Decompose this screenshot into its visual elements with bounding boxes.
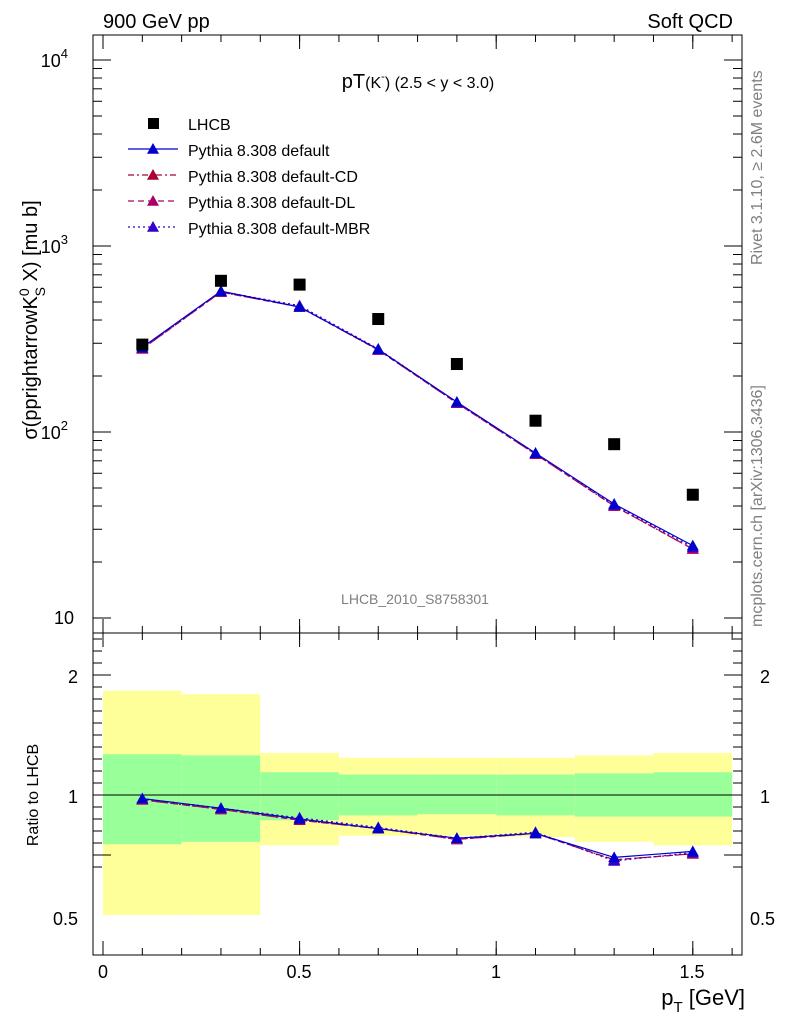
ratio-ticks <box>93 633 742 955</box>
ratio-panel: Ratio to LHCB 0.5 1 2 0.5 1 2 0 0.5 1 1.… <box>25 632 775 1016</box>
main-marker-data <box>608 438 621 451</box>
header-left: 900 GeV pp <box>103 11 210 33</box>
main-marker-default <box>529 447 542 458</box>
ratio-marker-default <box>608 851 621 863</box>
main-ytick-label-10000: 104 <box>41 46 68 71</box>
main-marker-default <box>686 539 699 551</box>
ratio-marker-default <box>214 802 227 813</box>
xtick-label-1.5: 1.5 <box>679 962 704 982</box>
legend-label-cd: Pythia 8.308 default-CD <box>188 169 358 186</box>
main-ylabel: σ(pprightarrowK0S X) [mu b] <box>16 200 48 439</box>
main-ytick-label-10: 10 <box>54 608 74 628</box>
ratio-ytick-labels-left: 0.5 1 2 <box>53 667 78 929</box>
main-marker-data <box>686 488 699 501</box>
analysis-watermark: LHCB_2010_S8758301 <box>341 591 489 607</box>
xtick-label-0: 0 <box>98 962 108 982</box>
ratio-ytick-label-right-0.5: 0.5 <box>750 909 775 929</box>
main-marker-data <box>372 313 385 326</box>
rivet-label: Rivet 3.1.10, ≥ 2.6M events <box>749 70 766 265</box>
main-line-default <box>141 290 694 547</box>
legend-marker-cd <box>147 169 159 180</box>
legend-marker-dl <box>147 195 159 206</box>
ratio-band-inner <box>653 772 733 817</box>
ratio-band-inner <box>417 774 497 815</box>
ratio-ytick-label-0.5: 0.5 <box>53 909 78 929</box>
ratio-band-inner <box>181 755 261 842</box>
xtick-label-1: 1 <box>491 962 501 982</box>
legend-marker-default <box>147 143 159 154</box>
legend: LHCB Pythia 8.308 default Pythia 8.308 d… <box>128 117 370 238</box>
main-ytick-labels: 10 102 103 104 <box>41 46 74 628</box>
ratio-marker-default <box>372 822 385 834</box>
ratio-line-mbr <box>142 798 693 862</box>
ratio-line-dl <box>142 799 693 861</box>
ratio-marker-default <box>293 813 306 824</box>
main-ytick-label-100: 102 <box>41 418 68 443</box>
ratio-marks <box>136 792 699 866</box>
legend-label-mbr: Pythia 8.308 default-MBR <box>188 221 370 238</box>
ratio-marker-default <box>686 845 699 857</box>
ratio-ytick-label-right-2: 2 <box>760 667 770 687</box>
main-ytick-label-1000: 103 <box>41 232 68 257</box>
legend-label-default: Pythia 8.308 default <box>188 143 330 160</box>
legend-label-data: LHCB <box>188 117 231 134</box>
main-marker-data <box>214 274 227 287</box>
main-marker-default <box>608 498 621 509</box>
main-marker-default <box>293 300 306 312</box>
main-marker-default <box>214 285 227 296</box>
ratio-ytick-label-2: 2 <box>68 667 78 687</box>
main-line-dl <box>141 291 694 550</box>
main-marker-default <box>450 395 463 407</box>
legend-label-dl: Pythia 8.308 default-DL <box>188 195 355 212</box>
x-axis-label: pT [GeV] <box>661 985 745 1016</box>
legend-marker-data <box>148 118 159 129</box>
header-right: Soft QCD <box>647 11 733 33</box>
ratio-ytick-labels-right: 0.5 1 2 <box>750 667 775 929</box>
ratio-marker-default <box>450 832 463 843</box>
main-marker-data <box>293 278 306 291</box>
ratio-ytick-label-right-1: 1 <box>760 787 770 807</box>
main-marker-data <box>450 358 463 371</box>
legend-marker-mbr <box>147 221 159 232</box>
ratio-bands <box>103 690 733 915</box>
main-ticks <box>93 35 742 633</box>
ratio-xtick-labels: 0 0.5 1 1.5 <box>98 962 705 982</box>
main-marker-data <box>529 414 542 427</box>
main-marker-default <box>372 343 385 355</box>
main-marker-data <box>136 338 149 351</box>
ratio-ytick-label-1: 1 <box>68 787 78 807</box>
legend-marks <box>128 118 178 232</box>
mcplots-label: mcplots.cern.ch [arXiv:1306.3436] <box>749 385 766 627</box>
main-marks <box>136 274 699 554</box>
ratio-line-default <box>142 798 693 859</box>
ratio-marker-default <box>529 827 542 839</box>
ratio-ylabel: Ratio to LHCB <box>25 744 42 846</box>
main-panel: pT(K-) (2.5 < y < 3.0) σ(pprightarrowK0S… <box>16 34 743 634</box>
ratio-marker-default <box>136 792 149 804</box>
xtick-label-0.5: 0.5 <box>286 962 311 982</box>
main-title: pT(K-) (2.5 < y < 3.0) <box>342 71 494 93</box>
